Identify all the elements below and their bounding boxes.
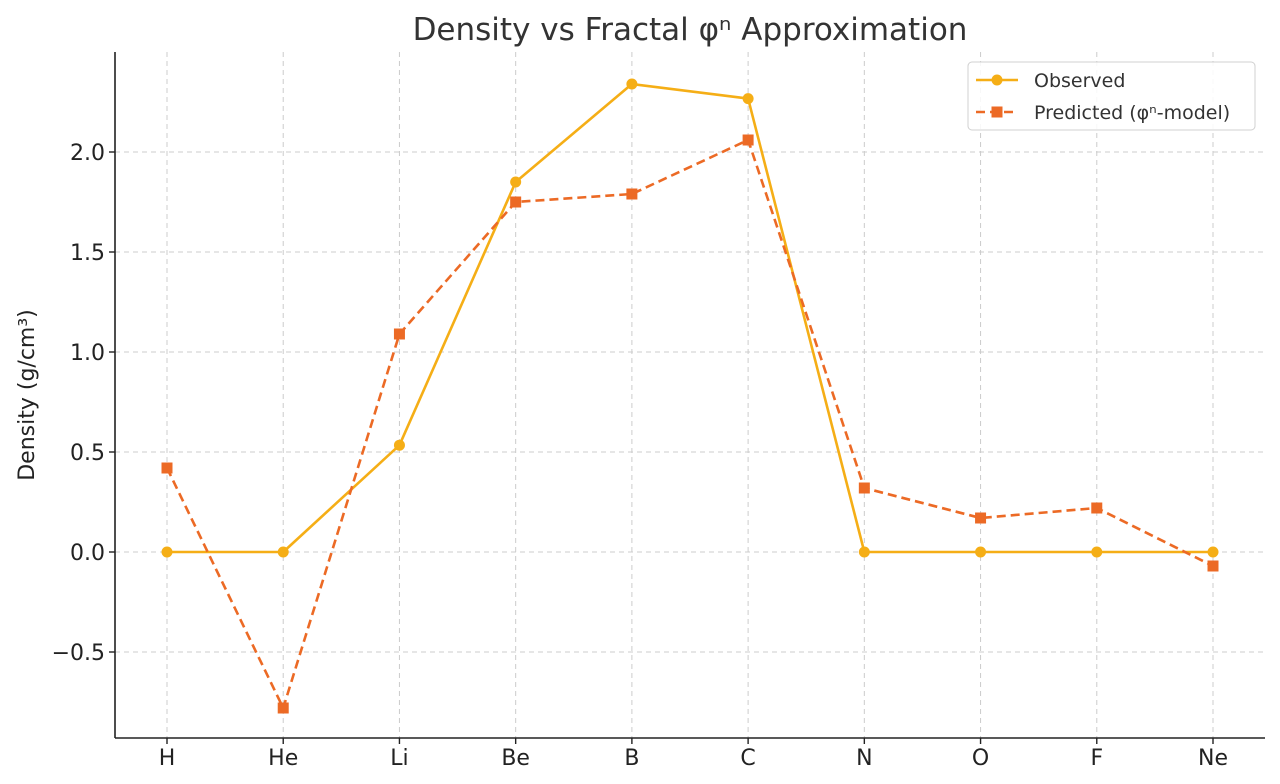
legend-marker	[991, 106, 1003, 118]
data-point	[975, 512, 987, 524]
x-tick-label: Ne	[1198, 746, 1228, 771]
x-tick-label: O	[972, 746, 989, 771]
data-point	[975, 546, 987, 558]
data-point	[1091, 502, 1103, 514]
data-point	[626, 188, 638, 200]
series-layer	[161, 78, 1219, 714]
series-1	[161, 78, 1219, 558]
y-tick-label: −0.5	[52, 641, 105, 666]
legend-label: Predicted (φⁿ-model)	[1034, 102, 1230, 124]
data-point	[393, 439, 405, 451]
grid	[115, 52, 1265, 738]
y-tick-label: 1.0	[70, 341, 105, 366]
chart-title: Density vs Fractal φⁿ Approximation	[413, 12, 968, 48]
x-tick-label: Be	[501, 746, 530, 771]
series-line	[165, 138, 1214, 710]
x-tick-label: C	[740, 746, 755, 771]
y-tick-label: 2.0	[70, 141, 105, 166]
data-point	[510, 196, 522, 208]
x-tick-label: He	[268, 746, 298, 771]
x-tick-label: N	[856, 746, 872, 771]
data-point	[161, 462, 173, 474]
series-2	[161, 134, 1219, 714]
data-point	[161, 546, 173, 558]
y-axis-label: Density (g/cm³)	[15, 309, 40, 481]
legend-item-1: Observed	[976, 70, 1125, 92]
data-point	[277, 702, 289, 714]
data-point	[1207, 546, 1219, 558]
data-point	[510, 176, 522, 188]
y-tick-label: 0.5	[70, 441, 105, 466]
legend: Observed Predicted (φⁿ-model)	[967, 61, 1256, 131]
data-point	[393, 328, 405, 340]
axes	[114, 52, 1265, 739]
legend-label: Observed	[1034, 70, 1125, 92]
data-point	[858, 482, 870, 494]
data-point	[742, 134, 754, 146]
x-ticks: H He Li Be B C N O F Ne	[159, 738, 1228, 771]
data-point	[858, 546, 870, 558]
x-tick-label: B	[624, 746, 639, 771]
data-point	[277, 546, 289, 558]
data-point	[1091, 546, 1103, 558]
legend-box	[967, 61, 1256, 131]
y-ticks: −0.5 0.0 0.5 1.0 1.5 2.0	[52, 141, 115, 666]
y-tick-label: 0.0	[70, 541, 105, 566]
series-line	[167, 82, 1213, 554]
y-tick-label: 1.5	[70, 241, 105, 266]
data-point	[626, 78, 638, 90]
x-tick-label: Li	[390, 746, 408, 771]
legend-marker	[991, 74, 1003, 86]
x-tick-label: F	[1090, 746, 1103, 771]
legend-item-2: Predicted (φⁿ-model)	[976, 102, 1230, 124]
x-tick-label: H	[159, 746, 176, 771]
data-point	[742, 93, 754, 105]
data-point	[1207, 560, 1219, 572]
